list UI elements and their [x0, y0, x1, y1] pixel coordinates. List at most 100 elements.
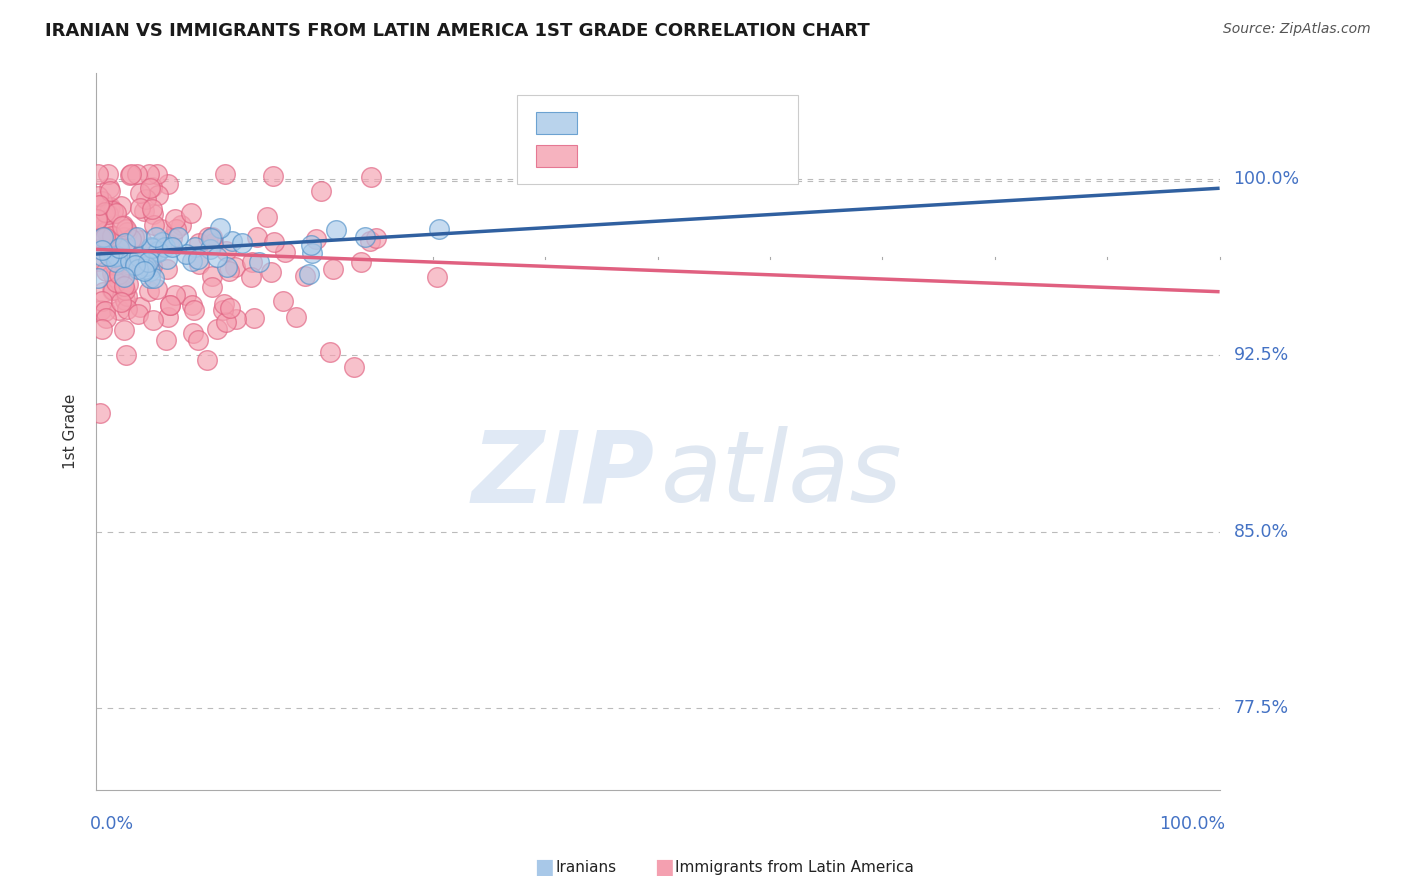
- Point: [110, 199, 132, 213]
- Point: [91, 249, 114, 263]
- Point: [239, 269, 262, 284]
- Point: [159, 298, 181, 312]
- Point: [201, 280, 224, 294]
- Point: [350, 255, 373, 269]
- Point: [354, 230, 377, 244]
- Point: [195, 352, 218, 367]
- Point: [262, 169, 284, 184]
- Point: [142, 206, 165, 220]
- Point: [120, 169, 142, 183]
- FancyBboxPatch shape: [536, 145, 576, 167]
- Point: [143, 270, 166, 285]
- Point: [260, 265, 283, 279]
- Point: [243, 311, 266, 326]
- Point: [93, 221, 115, 235]
- Point: [301, 246, 323, 260]
- Point: [205, 321, 228, 335]
- Text: 85.0%: 85.0%: [1233, 523, 1289, 541]
- Point: [217, 260, 239, 274]
- Point: [127, 167, 149, 181]
- Point: [91, 285, 114, 299]
- Point: [156, 178, 179, 192]
- Point: [221, 234, 243, 248]
- Point: [111, 219, 134, 234]
- Point: [247, 254, 270, 268]
- Point: [366, 231, 388, 245]
- Point: [163, 288, 186, 302]
- Point: [120, 232, 142, 246]
- Point: [101, 229, 124, 244]
- Point: [104, 258, 127, 272]
- Point: [105, 276, 128, 290]
- Point: [212, 303, 235, 318]
- Point: [115, 301, 138, 316]
- Text: Immigrants from Latin America: Immigrants from Latin America: [675, 860, 914, 874]
- Point: [135, 192, 157, 206]
- Point: [139, 181, 162, 195]
- Point: [100, 235, 122, 249]
- Text: ■: ■: [534, 857, 554, 877]
- Point: [105, 205, 128, 219]
- Point: [181, 326, 204, 341]
- Point: [94, 224, 117, 238]
- Point: [212, 297, 235, 311]
- Point: [112, 279, 135, 293]
- Text: ZIP: ZIP: [471, 426, 654, 524]
- Point: [176, 288, 198, 302]
- Point: [110, 295, 132, 310]
- Point: [127, 252, 149, 267]
- Point: [299, 237, 322, 252]
- Point: [225, 312, 247, 326]
- Point: [87, 270, 110, 285]
- Point: [121, 253, 143, 268]
- Point: [89, 197, 111, 211]
- Point: [86, 208, 108, 222]
- Point: [101, 283, 124, 297]
- Point: [215, 244, 238, 258]
- Text: ■: ■: [654, 857, 673, 877]
- Point: [87, 198, 110, 212]
- Point: [155, 240, 177, 254]
- Point: [114, 235, 136, 250]
- Point: [118, 254, 141, 268]
- Point: [120, 167, 142, 181]
- Point: [86, 211, 108, 226]
- Point: [89, 242, 111, 256]
- Text: R = 0.530  N =  53: R = 0.530 N = 53: [588, 114, 766, 132]
- Point: [112, 269, 135, 284]
- Point: [100, 267, 122, 281]
- Point: [117, 289, 139, 303]
- Point: [180, 206, 202, 220]
- Point: [97, 249, 120, 263]
- Point: [187, 252, 209, 266]
- Point: [124, 258, 146, 272]
- Point: [108, 303, 131, 318]
- Point: [115, 251, 138, 265]
- Point: [94, 264, 117, 278]
- Point: [167, 229, 190, 244]
- Text: 1st Grade: 1st Grade: [63, 394, 79, 469]
- Point: [174, 247, 197, 261]
- Point: [305, 232, 328, 246]
- Text: R = -0.143  N = 150: R = -0.143 N = 150: [588, 147, 780, 165]
- Point: [160, 239, 183, 253]
- FancyBboxPatch shape: [536, 112, 576, 134]
- Point: [309, 184, 332, 198]
- Point: [187, 236, 209, 251]
- Text: Iranians: Iranians: [555, 860, 616, 874]
- Point: [146, 188, 169, 202]
- Point: [149, 222, 172, 236]
- Point: [94, 229, 117, 244]
- Point: [114, 239, 136, 253]
- Point: [93, 205, 115, 219]
- Point: [240, 255, 263, 269]
- Point: [201, 268, 224, 283]
- Point: [108, 241, 131, 255]
- Point: [91, 229, 114, 244]
- Point: [198, 242, 221, 256]
- Point: [209, 221, 232, 235]
- Point: [125, 229, 148, 244]
- Point: [181, 254, 204, 268]
- Point: [143, 244, 166, 258]
- Point: [90, 194, 112, 209]
